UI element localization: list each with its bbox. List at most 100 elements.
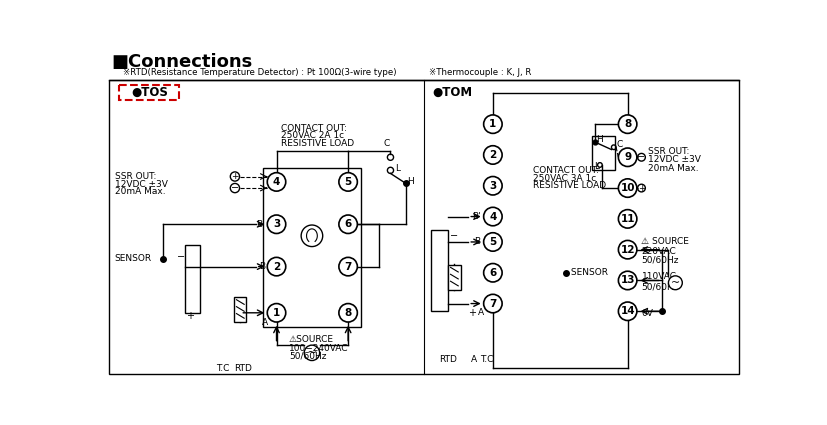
- Text: CONTACT OUT:: CONTACT OUT:: [281, 124, 347, 133]
- Circle shape: [338, 215, 357, 233]
- Circle shape: [483, 115, 501, 133]
- Text: +: +: [467, 308, 476, 318]
- Text: SSR OUT:: SSR OUT:: [647, 147, 688, 156]
- Text: 3: 3: [489, 181, 496, 191]
- Bar: [263, 168, 361, 327]
- Bar: [119, 85, 179, 100]
- Bar: [184, 245, 200, 313]
- Text: SENSOR: SENSOR: [567, 268, 608, 277]
- Text: ⚠SOURCE: ⚠SOURCE: [289, 335, 333, 344]
- Text: 4: 4: [489, 212, 496, 221]
- Text: ※RTD(Resistance Temperature Detector) : Pt 100Ω(3-wire type): ※RTD(Resistance Temperature Detector) : …: [122, 68, 395, 77]
- Text: 110VAC: 110VAC: [641, 272, 676, 281]
- Text: SENSOR: SENSOR: [115, 255, 151, 264]
- Circle shape: [483, 264, 501, 282]
- Circle shape: [618, 148, 636, 167]
- Text: B': B': [256, 220, 265, 229]
- Text: 14: 14: [619, 306, 634, 316]
- Circle shape: [483, 295, 501, 313]
- Circle shape: [618, 271, 636, 290]
- Text: 12VDC ±3V: 12VDC ±3V: [647, 155, 700, 164]
- Text: 7: 7: [344, 262, 351, 272]
- Text: ●TOS: ●TOS: [131, 86, 169, 99]
- Text: 250VAC 3A 1c: 250VAC 3A 1c: [533, 173, 595, 183]
- Circle shape: [483, 207, 501, 226]
- Circle shape: [667, 276, 681, 290]
- Text: 5: 5: [344, 177, 351, 187]
- Text: SSR OUT:: SSR OUT:: [115, 172, 156, 181]
- Text: RTD: RTD: [233, 364, 251, 373]
- Text: −: −: [231, 183, 239, 193]
- Text: ⚠ SOURCE: ⚠ SOURCE: [641, 238, 689, 246]
- Circle shape: [338, 173, 357, 191]
- Text: +: +: [637, 184, 644, 193]
- Text: 9: 9: [624, 152, 630, 162]
- Text: 1: 1: [273, 308, 280, 318]
- Text: T.C: T.C: [216, 364, 229, 373]
- Circle shape: [267, 258, 285, 276]
- Text: 1: 1: [489, 119, 496, 129]
- Text: 250VAC 2A 1c: 250VAC 2A 1c: [281, 131, 344, 140]
- Text: 8: 8: [624, 119, 630, 129]
- Text: RTD: RTD: [439, 354, 457, 363]
- Circle shape: [338, 258, 357, 276]
- Circle shape: [618, 241, 636, 259]
- Text: 50/60Hz: 50/60Hz: [641, 255, 678, 264]
- Text: 13: 13: [619, 275, 634, 286]
- Circle shape: [267, 215, 285, 233]
- Text: A: A: [470, 354, 476, 363]
- Text: 12VDC ±3V: 12VDC ±3V: [115, 180, 168, 189]
- Text: 2: 2: [489, 150, 496, 160]
- Text: T.C: T.C: [480, 354, 493, 363]
- Text: B: B: [259, 262, 265, 271]
- Text: +: +: [186, 311, 194, 321]
- Text: B: B: [474, 238, 480, 246]
- Text: 220VAC: 220VAC: [641, 246, 676, 256]
- Text: 50/60Hz: 50/60Hz: [641, 282, 678, 291]
- Text: 2: 2: [273, 262, 280, 272]
- Text: CONTACT OUT:: CONTACT OUT:: [533, 166, 598, 175]
- Circle shape: [267, 173, 285, 191]
- Text: RESISTIVE LOAD: RESISTIVE LOAD: [533, 181, 605, 190]
- Text: 3: 3: [273, 219, 280, 229]
- Text: RESISTIVE LOAD: RESISTIVE LOAD: [281, 139, 354, 148]
- Text: 12: 12: [619, 245, 634, 255]
- Text: 6: 6: [489, 268, 496, 278]
- Circle shape: [267, 303, 285, 322]
- Text: 5: 5: [489, 237, 496, 247]
- Text: ~: ~: [670, 278, 679, 288]
- Text: L: L: [394, 164, 399, 173]
- Bar: [234, 298, 246, 322]
- Circle shape: [618, 210, 636, 228]
- Bar: [447, 265, 460, 290]
- Text: 11: 11: [619, 214, 634, 224]
- Text: 50/60Hz: 50/60Hz: [289, 351, 326, 360]
- Text: C: C: [383, 139, 390, 148]
- Text: 10: 10: [619, 183, 634, 193]
- Text: 6: 6: [344, 219, 351, 229]
- Text: 8: 8: [344, 308, 351, 318]
- Text: ※Thermocouple : K, J, R: ※Thermocouple : K, J, R: [428, 68, 531, 77]
- Text: 100−240VAC: 100−240VAC: [289, 344, 348, 353]
- Bar: [431, 230, 447, 311]
- Bar: [591, 136, 614, 170]
- Text: 7: 7: [489, 298, 496, 309]
- Text: 20mA Max.: 20mA Max.: [115, 187, 165, 196]
- Bar: [109, 80, 739, 374]
- Text: −: −: [176, 252, 184, 262]
- Circle shape: [483, 233, 501, 251]
- Text: ■Connections: ■Connections: [112, 53, 253, 71]
- Text: H: H: [407, 177, 414, 187]
- Circle shape: [618, 302, 636, 320]
- Text: B': B': [471, 212, 480, 221]
- Text: 4: 4: [272, 177, 280, 187]
- Text: C: C: [616, 140, 623, 150]
- Text: −: −: [450, 231, 458, 241]
- Text: ●TOM: ●TOM: [432, 86, 471, 99]
- Text: −: −: [637, 152, 645, 162]
- Circle shape: [618, 115, 636, 133]
- Text: 20mA Max.: 20mA Max.: [647, 164, 697, 173]
- Text: ~: ~: [306, 346, 317, 360]
- Circle shape: [338, 303, 357, 322]
- Text: +: +: [231, 172, 238, 181]
